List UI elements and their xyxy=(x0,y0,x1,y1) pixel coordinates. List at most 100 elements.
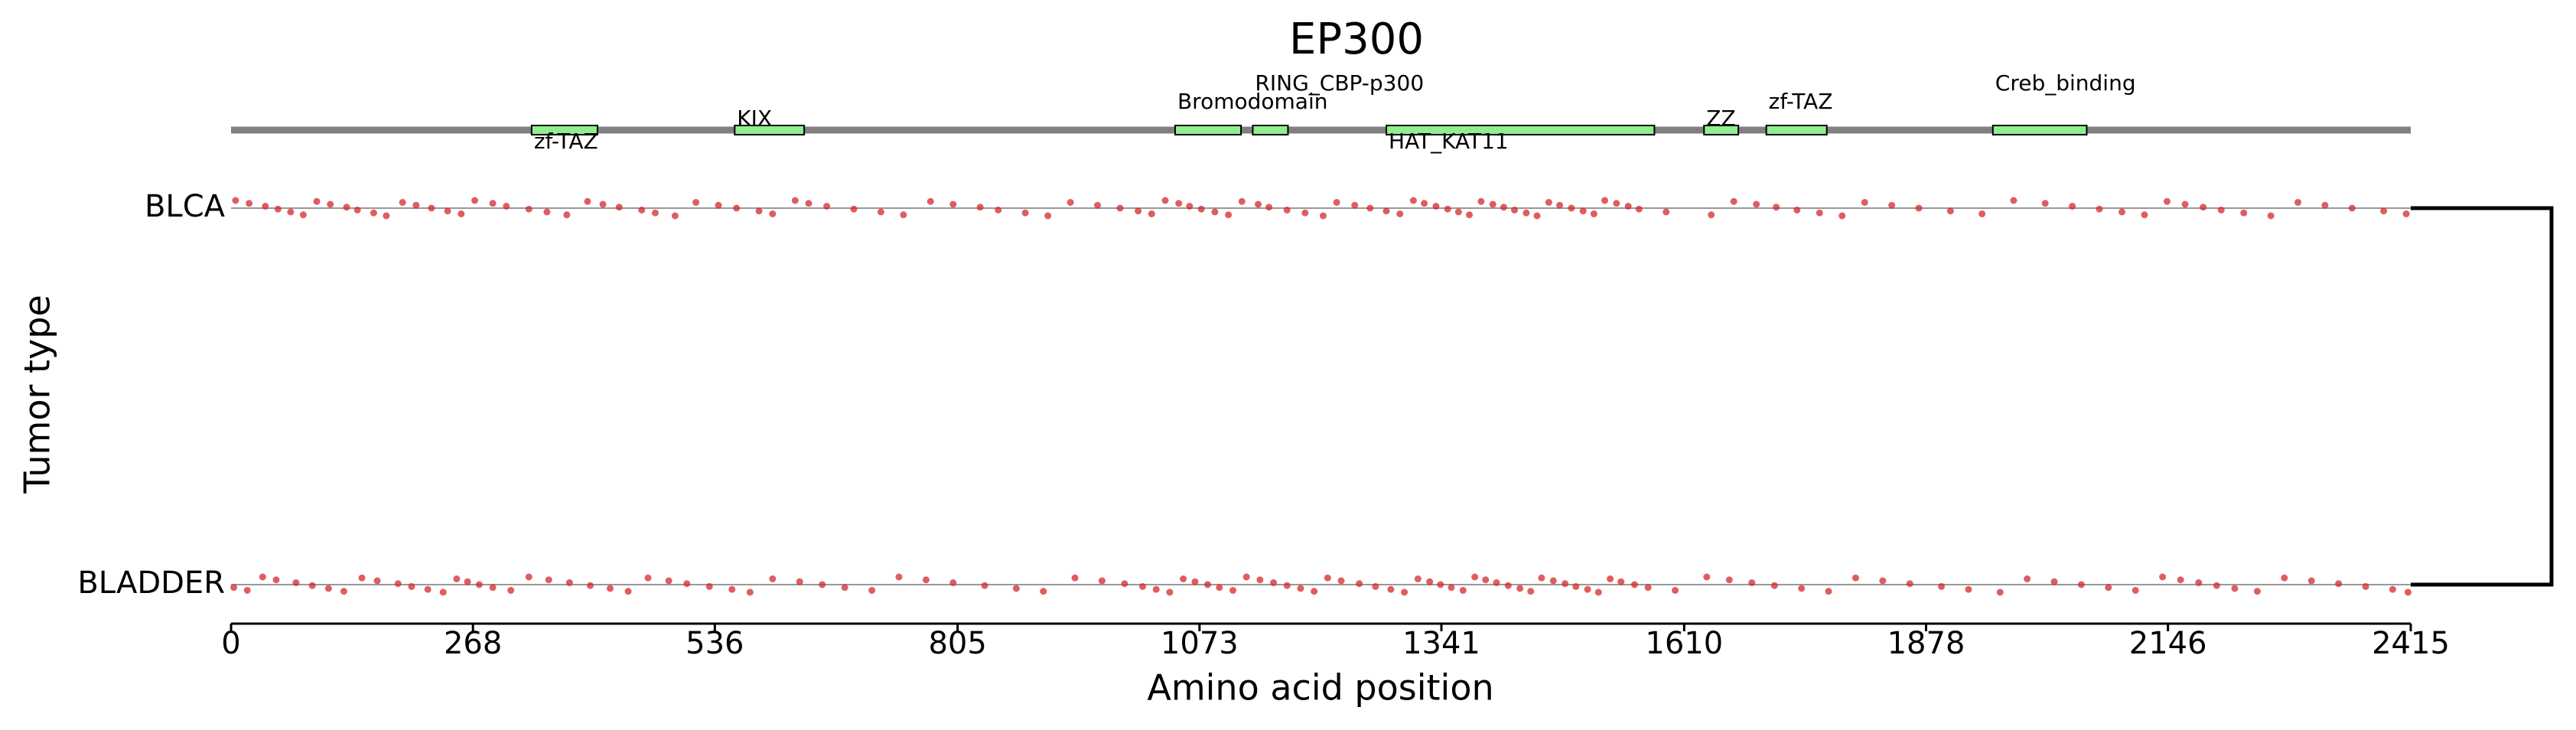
mutation-point xyxy=(313,197,321,205)
mutation-point xyxy=(584,197,591,205)
mutation-point xyxy=(791,197,799,204)
mutation-point xyxy=(1613,200,1620,207)
mutation-point xyxy=(353,207,361,213)
x-tick-label: 2146 xyxy=(2129,626,2207,661)
mutation-point xyxy=(1387,585,1395,593)
mutation-point xyxy=(1466,211,1474,219)
mutation-point xyxy=(453,575,461,582)
mutation-point xyxy=(877,208,884,216)
mutation-point xyxy=(243,587,251,594)
mutation-point xyxy=(1319,212,1327,220)
mutation-point xyxy=(1482,576,1490,584)
mutation-point xyxy=(503,203,510,210)
mutation-point xyxy=(308,582,316,589)
mutation-point xyxy=(1644,584,1652,591)
mutation-point xyxy=(1504,582,1512,589)
mutation-point xyxy=(1635,205,1643,213)
mutation-point xyxy=(444,207,451,215)
mutation-point xyxy=(1624,203,1632,210)
mutation-point xyxy=(1432,203,1440,210)
mutation-point xyxy=(1533,212,1541,220)
mutation-point xyxy=(796,578,803,585)
mutation-point xyxy=(471,197,479,204)
x-tick-label: 0 xyxy=(221,626,240,661)
mutation-point xyxy=(981,582,988,589)
mutation-point xyxy=(1191,578,1199,585)
domain xyxy=(734,125,806,135)
mutation-point xyxy=(1861,199,1868,206)
mutation-point xyxy=(2041,200,2049,207)
mutation-point xyxy=(1996,588,2004,596)
x-axis-label: Amino acid position xyxy=(1147,667,1493,709)
mutation-point xyxy=(1324,574,1331,582)
mutation-point xyxy=(1265,204,1273,211)
mutation-point xyxy=(1166,588,1174,596)
domain xyxy=(1703,125,1740,135)
mutation-point xyxy=(1568,204,1575,212)
mutation-point xyxy=(1601,197,1609,204)
y-tick-label: BLADDER xyxy=(77,565,225,601)
mutation-point xyxy=(1301,209,1309,217)
mutation-point xyxy=(394,580,402,588)
mutation-point xyxy=(1229,587,1236,594)
mutation-point xyxy=(1203,581,1211,588)
mutation-point xyxy=(2181,200,2189,208)
mutation-point xyxy=(1401,588,1408,596)
mutation-point xyxy=(324,585,332,592)
mutation-point xyxy=(1725,576,1733,584)
mutation-point xyxy=(1545,199,1552,206)
mutation-point xyxy=(1021,209,1029,217)
mutation-point xyxy=(587,582,594,589)
mutation-point xyxy=(475,581,483,588)
mutation-point xyxy=(1730,197,1737,205)
mutation-point xyxy=(370,209,377,217)
mutation-point xyxy=(1938,583,1946,590)
mutation-point xyxy=(1630,581,1638,588)
mutation-point xyxy=(1471,573,1479,581)
mutation-point xyxy=(692,199,700,206)
mutation-point xyxy=(1888,201,1896,209)
mutation-point xyxy=(525,573,532,581)
x-tick-label: 268 xyxy=(444,626,502,661)
mutation-point xyxy=(1044,212,1052,220)
dendrogram xyxy=(2411,206,2554,587)
mutation-point xyxy=(1135,207,1142,215)
x-tick-label: 1610 xyxy=(1645,626,1723,661)
mutation-point xyxy=(2362,583,2369,590)
domain xyxy=(1252,125,1289,135)
mutation-point xyxy=(1382,207,1390,215)
mutation-point xyxy=(1311,588,1318,595)
mutation-point xyxy=(343,204,350,211)
mutation-point xyxy=(1448,584,1455,591)
mutation-point xyxy=(1356,580,1363,588)
mutation-point xyxy=(1116,204,1124,212)
mutation-point xyxy=(1012,585,1020,592)
mutation-point xyxy=(900,211,907,219)
mutation-point xyxy=(2281,574,2288,582)
mutation-point xyxy=(232,197,239,204)
mutation-point xyxy=(1753,200,1760,208)
mutation-point xyxy=(1516,585,1524,592)
x-tick-label: 536 xyxy=(686,626,744,661)
mutation-point xyxy=(1579,207,1587,215)
mutation-point xyxy=(1946,207,1954,215)
mutation-point xyxy=(927,197,934,205)
mutation-point xyxy=(819,581,826,588)
mutation-point xyxy=(408,583,415,590)
mutation-point xyxy=(746,588,754,596)
mutation-point xyxy=(1493,579,1500,586)
mutation-point xyxy=(1152,585,1160,593)
mutation-point xyxy=(2335,580,2343,588)
mutation-point xyxy=(1527,588,1535,595)
mutation-point xyxy=(1372,583,1379,590)
mutation-point xyxy=(638,207,646,213)
mutation-point xyxy=(2177,576,2184,584)
mutation-point xyxy=(1242,573,1250,581)
x-tick-label: 1878 xyxy=(1887,626,1965,661)
mutation-point xyxy=(299,211,307,219)
mutation-point xyxy=(755,207,763,215)
mutation-point xyxy=(705,583,713,590)
mutation-point xyxy=(1489,200,1496,208)
mutation-point xyxy=(274,205,282,213)
mutation-point xyxy=(1590,210,1597,217)
